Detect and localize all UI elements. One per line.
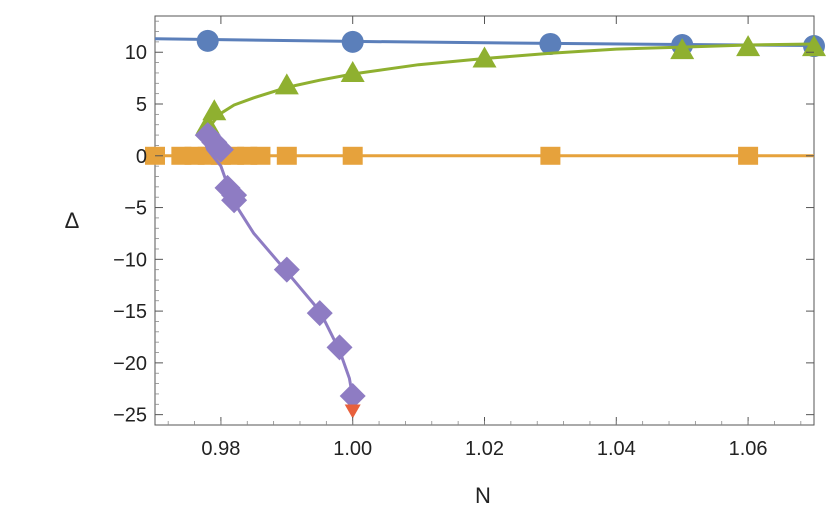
x-tick-label: 1.00 xyxy=(333,438,372,460)
y-tick-label: −5 xyxy=(124,198,147,220)
data-point-triangle xyxy=(802,35,826,57)
data-point-square xyxy=(276,146,297,165)
data-marks xyxy=(145,29,826,419)
data-point-square xyxy=(342,146,363,165)
plot-frame xyxy=(154,15,815,426)
series-line-diamond xyxy=(202,139,355,398)
y-tick-label: 5 xyxy=(136,94,147,116)
plot-border xyxy=(154,15,815,426)
data-point-diamond xyxy=(306,300,333,327)
y-tick-label: −10 xyxy=(113,249,147,271)
x-tick-label: 1.06 xyxy=(729,438,768,460)
data-point-diamond xyxy=(273,256,300,283)
data-point-square xyxy=(540,146,561,165)
data-point-diamond xyxy=(221,187,248,214)
data-point-triangle xyxy=(670,38,695,60)
x-axis-title: N xyxy=(475,483,491,508)
y-tick-label: −25 xyxy=(113,405,147,427)
data-point-diamond xyxy=(326,334,353,361)
data-point-triangle-down xyxy=(344,404,361,419)
data-point-square xyxy=(738,146,759,165)
y-tick-label: 0 xyxy=(136,146,147,168)
x-tick-label: 1.04 xyxy=(597,438,636,460)
data-point-square xyxy=(250,146,271,165)
data-point-triangle xyxy=(736,35,761,57)
series-line-circle xyxy=(154,37,815,47)
data-point-triangle xyxy=(274,73,299,95)
data-point-triangle xyxy=(340,60,365,82)
x-tick-label: 1.02 xyxy=(465,438,504,460)
data-point-circle xyxy=(539,32,562,55)
data-point-triangle xyxy=(472,46,497,68)
axis-ticks: 0.98 1.00 1.02 1.04 1.06 −25 −20 −15 −10 −5 0 5 10 xyxy=(113,16,814,460)
x-tick-label: 0.98 xyxy=(201,438,240,460)
data-point-triangle xyxy=(202,99,227,121)
data-point-circle xyxy=(196,29,219,52)
data-point-diamond xyxy=(339,383,366,410)
y-tick-label: 10 xyxy=(125,42,147,64)
y-tick-label: −20 xyxy=(113,353,147,375)
y-axis-title: Δ xyxy=(65,208,80,233)
data-point-diamond xyxy=(207,136,234,163)
data-point-circle xyxy=(341,30,364,53)
y-tick-label: −15 xyxy=(113,301,147,323)
